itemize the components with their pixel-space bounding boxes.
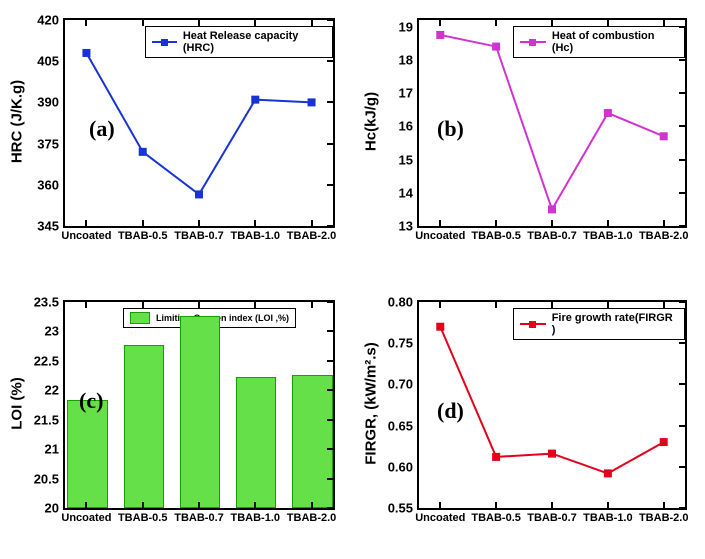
panel-a: HRC (J/K.g) Heat Release capacity (HRC) … <box>63 18 335 228</box>
ytick-label: 22.5 <box>34 353 65 368</box>
ytick-label: 360 <box>37 177 65 192</box>
xtick-label: TBAB-0.7 <box>527 508 577 524</box>
ytick-label: 405 <box>37 54 65 69</box>
ytick-label: 21.5 <box>34 412 65 427</box>
figure-grid: HRC (J/K.g) Heat Release capacity (HRC) … <box>0 0 705 559</box>
panel-letter-a: (a) <box>89 116 115 142</box>
ytick-label: 375 <box>37 136 65 151</box>
ytick-label: 15 <box>399 152 419 167</box>
panel-letter-b: (b) <box>437 116 464 142</box>
ytick-label: 0.70 <box>388 377 419 392</box>
xtick-label: Uncoated <box>61 226 111 242</box>
xtick-label: Uncoated <box>61 508 111 524</box>
bar <box>124 345 164 508</box>
xtick-label: Uncoated <box>415 226 465 242</box>
ytick-label: 390 <box>37 95 65 110</box>
ytick-label: 23.5 <box>34 295 65 310</box>
ylabel-b: Hc(kJ/g) <box>363 19 380 225</box>
panel-c: LOI (%) Limiting Oxygen index (LOI ,%) (… <box>63 300 335 510</box>
xtick-label: TBAB-0.5 <box>471 226 521 242</box>
xtick-label: Uncoated <box>415 508 465 524</box>
panel-d: FIRGR, (kW/m².s) Fire growth rate(FIRGR … <box>417 300 687 510</box>
xtick-label: TBAB-1.0 <box>231 226 281 242</box>
xtick-label: TBAB-0.5 <box>471 508 521 524</box>
ytick-label: 420 <box>37 13 65 28</box>
ytick-label: 22 <box>45 383 65 398</box>
ytick-label: 16 <box>399 119 419 134</box>
ytick-label: 20.5 <box>34 471 65 486</box>
panel-b: Hc(kJ/g) Heat of combustion (Hc) (b) 131… <box>417 18 687 228</box>
ytick-label: 0.65 <box>388 418 419 433</box>
xtick-label: TBAB-0.5 <box>118 508 168 524</box>
panel-letter-c: (c) <box>79 388 103 414</box>
xtick-label: TBAB-2.0 <box>639 226 689 242</box>
ylabel-a: HRC (J/K.g) <box>9 19 26 225</box>
xtick-label: TBAB-0.7 <box>174 226 224 242</box>
xtick-label: TBAB-1.0 <box>583 226 633 242</box>
xtick-label: TBAB-2.0 <box>639 508 689 524</box>
ytick-label: 0.80 <box>388 295 419 310</box>
xtick-label: TBAB-1.0 <box>231 508 281 524</box>
ytick-label: 23 <box>45 324 65 339</box>
bar <box>292 375 332 508</box>
ytick-label: 18 <box>399 52 419 67</box>
xtick-label: TBAB-1.0 <box>583 508 633 524</box>
xtick-label: TBAB-2.0 <box>287 508 337 524</box>
xtick-label: TBAB-0.7 <box>527 226 577 242</box>
ytick-label: 0.60 <box>388 459 419 474</box>
xtick-label: TBAB-2.0 <box>287 226 337 242</box>
ytick-label: 0.75 <box>388 336 419 351</box>
xtick-label: TBAB-0.5 <box>118 226 168 242</box>
ytick-label: 19 <box>399 19 419 34</box>
bar <box>67 400 107 508</box>
xtick-label: TBAB-0.7 <box>174 508 224 524</box>
ytick-label: 21 <box>45 442 65 457</box>
ytick-label: 14 <box>399 185 419 200</box>
ylabel-d: FIRGR, (kW/m².s) <box>363 301 380 507</box>
bars-c <box>65 302 333 508</box>
bar <box>180 316 220 508</box>
ylabel-c: LOI (%) <box>9 301 26 507</box>
bar <box>236 377 276 508</box>
panel-letter-d: (d) <box>437 398 464 424</box>
ytick-label: 17 <box>399 86 419 101</box>
